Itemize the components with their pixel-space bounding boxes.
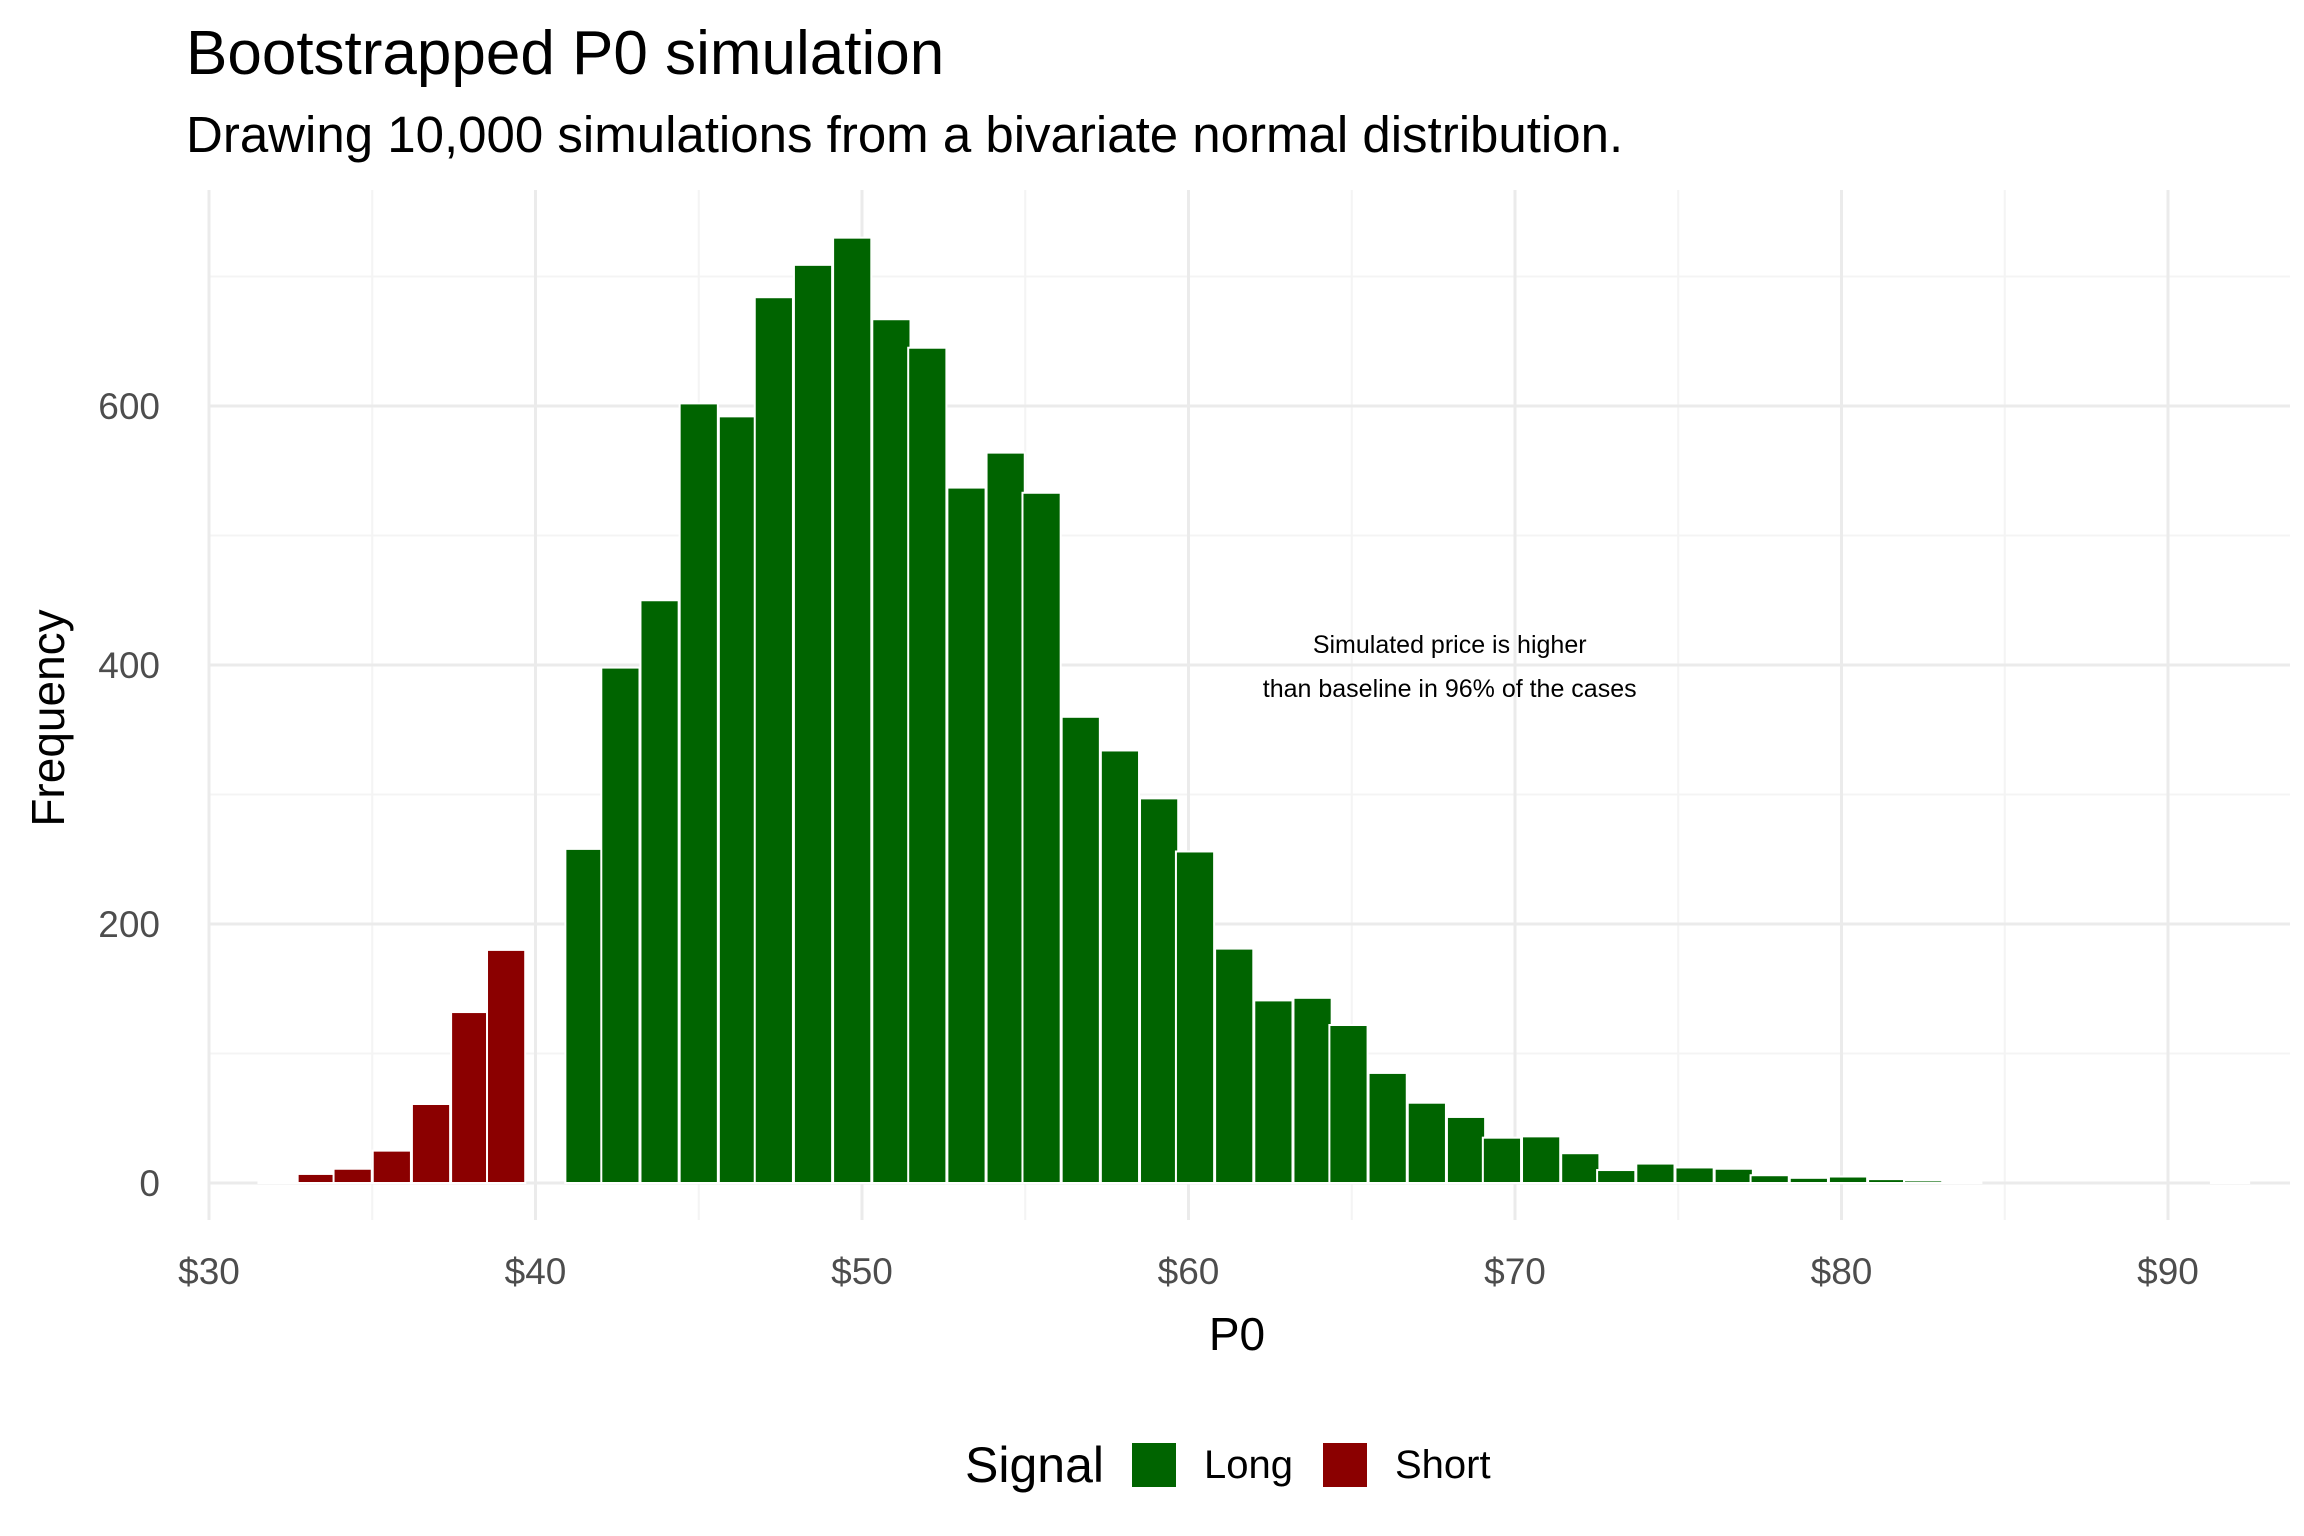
bar-long <box>1481 1136 1523 1185</box>
bar-short <box>410 1103 452 1185</box>
bar-long <box>1827 1175 1869 1185</box>
bar-short <box>371 1149 412 1184</box>
y-tick-label: 200 <box>98 904 160 945</box>
bar-long <box>1942 1180 1983 1184</box>
histogram-bars <box>257 236 2251 1185</box>
bar-short <box>257 1180 298 1184</box>
bar-long <box>600 666 641 1184</box>
bar-long <box>792 263 834 1185</box>
bar-long <box>1674 1166 1715 1184</box>
x-tick-label: $70 <box>1484 1251 1546 1292</box>
bar-short <box>450 1011 491 1184</box>
x-tick-label: $80 <box>1811 1251 1873 1292</box>
bar-long <box>1139 797 1180 1184</box>
x-axis-title: P0 <box>1209 1308 1265 1360</box>
bar-short <box>332 1167 373 1185</box>
bar-long <box>1214 947 1255 1184</box>
bar-long <box>1445 1115 1487 1184</box>
legend-item-short: Short <box>1322 1442 1491 1488</box>
bar-long <box>678 402 719 1185</box>
chart-title: Bootstrapped P0 simulation <box>186 19 945 88</box>
bar-long <box>832 236 873 1184</box>
bar-long <box>1713 1167 1754 1185</box>
bar-long <box>1406 1101 1447 1184</box>
bar-long <box>907 346 948 1185</box>
y-axis-title: Frequency <box>22 609 74 826</box>
annotation-line-1: Simulated price is higher <box>1313 631 1587 659</box>
bar-short <box>296 1172 337 1185</box>
bar-long <box>1021 491 1062 1184</box>
bar-long <box>1867 1178 1908 1184</box>
bar-long <box>1099 749 1141 1184</box>
bar-long <box>1635 1162 1676 1184</box>
bar-long <box>1560 1152 1601 1184</box>
bar-long <box>1788 1176 1829 1184</box>
bar-long <box>946 486 987 1184</box>
bar-long <box>871 318 912 1184</box>
chart-subtitle: Drawing 10,000 simulations from a bivari… <box>186 106 1624 163</box>
bar-long <box>2209 1180 2251 1184</box>
legend-swatch-short <box>1322 1443 1367 1487</box>
bar-long <box>1596 1169 1637 1185</box>
bar-long <box>985 451 1026 1184</box>
axis-ticks: $30 $40 $50 $60 $70 $80 $90 0 200 400 600 <box>98 386 2199 1292</box>
bar-long <box>1521 1135 1562 1185</box>
bar-long <box>1292 996 1333 1184</box>
bar-long <box>717 415 759 1184</box>
y-tick-label: 0 <box>139 1163 160 1204</box>
bar-long <box>1174 850 1216 1184</box>
bar-long <box>1328 1024 1369 1185</box>
bar-long <box>1903 1179 1944 1185</box>
x-tick-label: $50 <box>831 1251 893 1292</box>
bar-long <box>639 599 680 1184</box>
x-tick-label: $30 <box>178 1251 240 1292</box>
bar-long <box>753 296 794 1185</box>
legend: Signal Long Short <box>965 1430 1521 1500</box>
x-tick-label: $40 <box>505 1251 567 1292</box>
legend-title: Signal <box>965 1437 1104 1493</box>
bar-long <box>1253 999 1294 1185</box>
bar-long <box>564 847 605 1184</box>
legend-label-short: Short <box>1394 1442 1491 1487</box>
y-tick-label: 600 <box>98 386 160 427</box>
x-tick-label: $60 <box>1158 1251 1220 1292</box>
bar-long <box>1749 1174 1790 1184</box>
x-tick-label: $90 <box>2137 1251 2199 1292</box>
bar-long <box>1060 715 1101 1184</box>
annotation-line-2: than baseline in 96% of the cases <box>1263 675 1637 703</box>
bar-long <box>1367 1071 1408 1185</box>
bar-short <box>486 948 527 1185</box>
legend-item-long: Long <box>1132 1443 1293 1488</box>
legend-swatch-long <box>1132 1443 1176 1487</box>
y-tick-label: 400 <box>98 645 160 686</box>
legend-label-long: Long <box>1204 1442 1293 1487</box>
